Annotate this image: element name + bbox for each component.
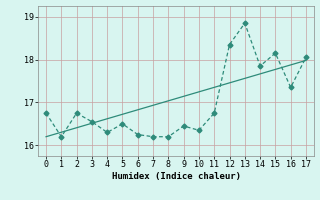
- X-axis label: Humidex (Indice chaleur): Humidex (Indice chaleur): [111, 172, 241, 181]
